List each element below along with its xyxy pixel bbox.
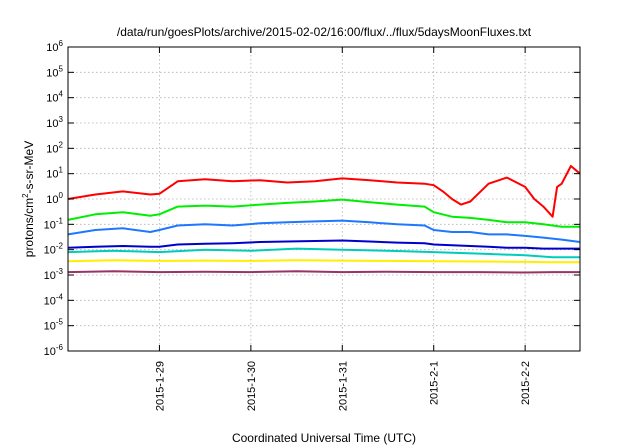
y-tick-label: 10-5 bbox=[44, 318, 64, 333]
y-axis-label: protons/cm2-s-sr-MeV bbox=[21, 141, 36, 257]
y-tick-label: 106 bbox=[46, 39, 63, 54]
y-tick-label: 105 bbox=[46, 64, 63, 79]
y-axis: 10-6 10-5 10-4 10-3 10-2 10-1 100 101 102 103 104 1… bbox=[44, 39, 580, 358]
x-tick-label: 2015-1-30 bbox=[246, 361, 258, 411]
x-tick-label: 2015-1-29 bbox=[154, 361, 166, 411]
chart-title: /data/run/goesPlots/archive/2015-02-02/1… bbox=[117, 25, 532, 39]
y-tick-label: 10-2 bbox=[44, 242, 64, 257]
series-line-7 bbox=[67, 270, 580, 274]
series-line-2 bbox=[67, 198, 580, 228]
y-tick-label: 100 bbox=[46, 191, 63, 206]
y-tick-label: 10-1 bbox=[44, 216, 64, 231]
series-line-5 bbox=[67, 247, 580, 259]
series-line-6 bbox=[67, 259, 580, 264]
grid-lines bbox=[68, 47, 580, 351]
y-tick-label: 102 bbox=[46, 140, 63, 155]
series-line-3 bbox=[67, 219, 581, 243]
x-tick-label: 2015-2-2 bbox=[520, 361, 532, 405]
y-tick-label: 104 bbox=[46, 90, 63, 105]
x-tick-label: 2015-2-1 bbox=[429, 361, 441, 405]
y-tick-label: 103 bbox=[46, 115, 63, 130]
series-group bbox=[67, 165, 581, 274]
y-tick-label: 101 bbox=[46, 166, 63, 181]
y-tick-label: 10-4 bbox=[44, 292, 64, 307]
y-tick-label: 10-6 bbox=[44, 343, 64, 358]
series-line-1 bbox=[67, 165, 581, 218]
x-tick-label: 2015-1-31 bbox=[337, 361, 349, 411]
x-axis-label: Coordinated Universal Time (UTC) bbox=[232, 431, 416, 445]
y-tick-label: 10-3 bbox=[44, 267, 64, 282]
series-line-4 bbox=[67, 239, 580, 250]
x-axis: 2015-1-29 2015-1-30 2015-1-31 2015-2-1 2015-… bbox=[154, 47, 532, 411]
